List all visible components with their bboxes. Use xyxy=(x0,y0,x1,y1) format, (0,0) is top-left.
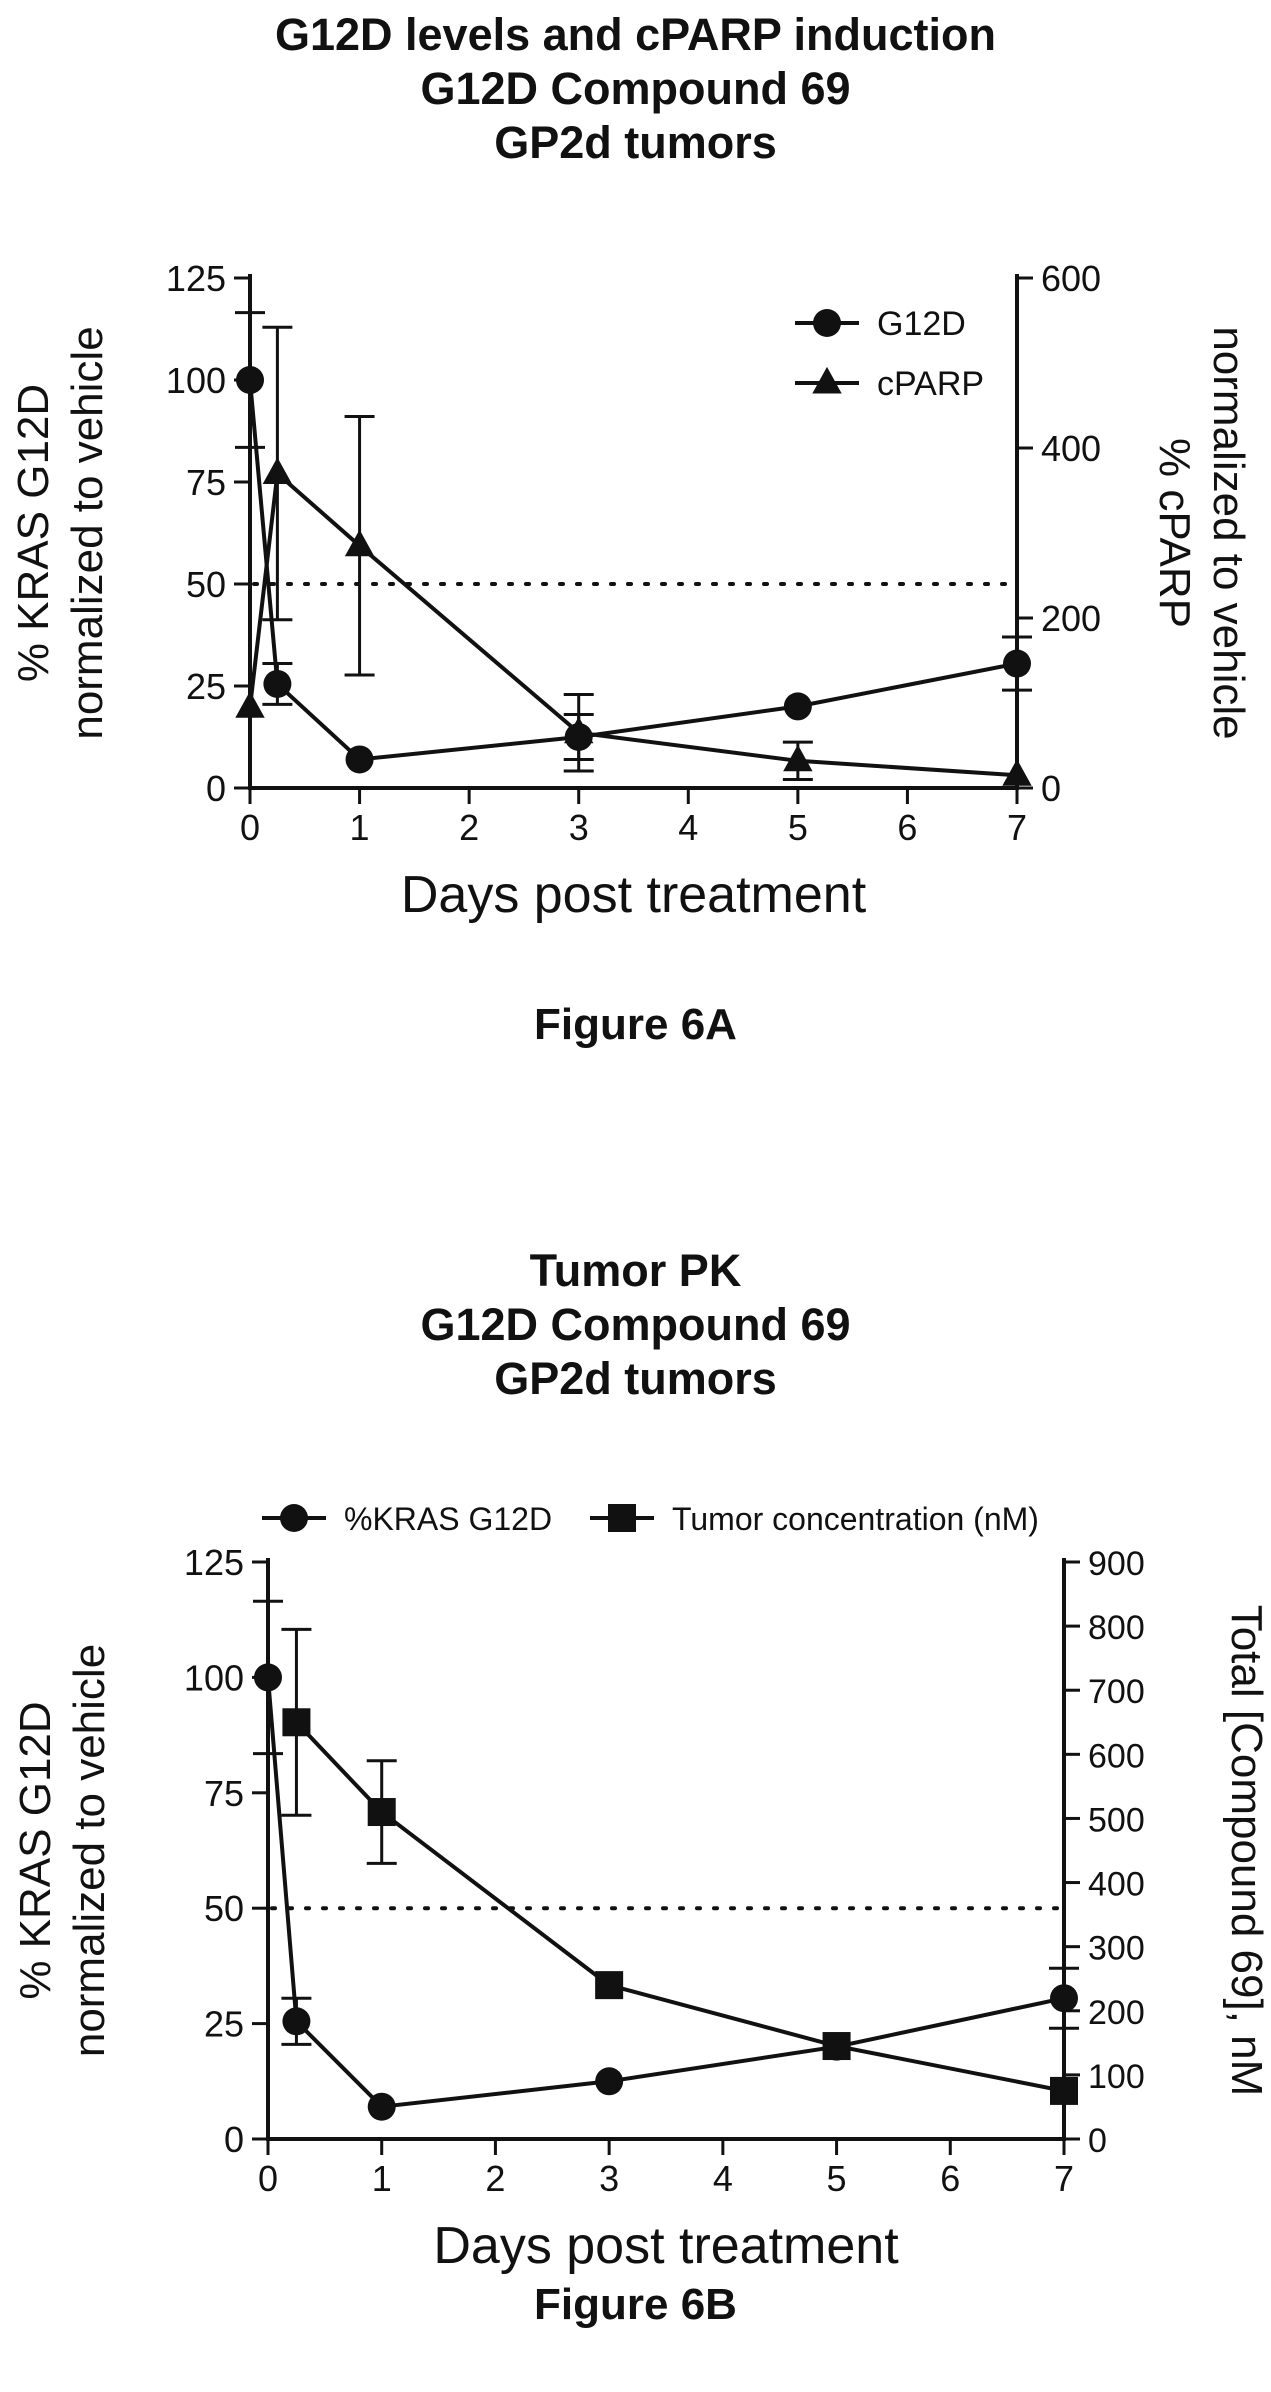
y-right-tick-label: 0 xyxy=(1088,2122,1107,2160)
y-right-tick-label: 200 xyxy=(1041,598,1101,639)
x-tick-label: 3 xyxy=(569,807,589,848)
x-tick-label: 1 xyxy=(372,2158,392,2199)
data-point-square xyxy=(1050,2076,1078,2105)
data-point-circle xyxy=(254,1663,282,1692)
y-right-tick-label: 600 xyxy=(1088,1737,1145,1775)
y-right-tick-label: 200 xyxy=(1088,1994,1145,2032)
y-right-tick-label: 800 xyxy=(1088,1609,1145,1647)
x-tick-label: 6 xyxy=(940,2158,960,2199)
series-line-1 xyxy=(248,469,1018,778)
figure-6b: Tumor PK G12D Compound 69 GP2d tumors 0 1… xyxy=(0,1240,1271,2392)
data-point-square xyxy=(595,1971,624,2000)
y-axis-right-label: normalized to vehicle xyxy=(1204,326,1253,739)
y-left-tick-label: 50 xyxy=(186,564,226,605)
data-point-triangle xyxy=(235,691,265,718)
y-left-tick-label: 100 xyxy=(166,360,226,401)
y-left-tick-label: 75 xyxy=(186,462,226,503)
chart-title-line-3: GP2d tumors xyxy=(494,117,777,168)
legend-marker-triangle xyxy=(812,366,842,394)
y-axis-left-label: % KRAS G12D xyxy=(9,384,58,682)
x-tick-label: 2 xyxy=(459,807,479,848)
y-right-tick-label: 300 xyxy=(1088,1930,1145,1968)
y-axis-left-label: normalized to vehicle xyxy=(65,1644,114,2057)
x-tick-label: 3 xyxy=(599,2158,619,2199)
y-axis-right-label: Total [Compound 69], nM xyxy=(1222,1605,1271,2097)
y-axis-right-label: % cPARP xyxy=(1150,438,1199,628)
chart-title-line-2: G12D Compound 69 xyxy=(420,1299,851,1350)
data-point-square xyxy=(367,1798,396,1827)
y-right-tick-label: 0 xyxy=(1041,768,1061,809)
x-tick-label: 7 xyxy=(1007,807,1027,848)
figure-caption: Figure 6A xyxy=(534,1000,737,1049)
data-point-circle xyxy=(263,669,292,698)
legend-marker-circle xyxy=(280,1504,308,1532)
y-right-tick-label: 400 xyxy=(1041,428,1101,469)
data-point-triangle xyxy=(1002,759,1032,786)
data-point-circle xyxy=(1003,649,1031,678)
x-tick-label: 0 xyxy=(240,807,260,848)
y-right-tick-label: 400 xyxy=(1088,1866,1145,1904)
y-right-tick-label: 500 xyxy=(1088,1801,1145,1839)
legend-marker-circle xyxy=(813,309,841,337)
figure-6a: G12D levels and cPARP induction G12D Com… xyxy=(0,0,1271,1120)
data-point-triangle xyxy=(783,744,813,772)
x-tick-label: 5 xyxy=(827,2158,847,2199)
y-left-tick-label: 125 xyxy=(184,1542,244,1583)
x-axis-label: Days post treatment xyxy=(433,2217,899,2275)
y-right-tick-label: 600 xyxy=(1041,258,1101,299)
chart-title-line-2: G12D Compound 69 xyxy=(420,63,851,114)
y-left-tick-label: 50 xyxy=(204,1888,244,1929)
x-axis-label: Days post treatment xyxy=(401,866,867,924)
series-line-0 xyxy=(266,1677,1065,2109)
y-right-tick-label: 100 xyxy=(1088,2058,1145,2096)
data-point-triangle xyxy=(262,457,293,484)
x-tick-label: 5 xyxy=(788,807,808,848)
figure-caption: Figure 6B xyxy=(534,2280,737,2329)
data-point-square xyxy=(282,1708,311,1737)
data-point-circle xyxy=(783,692,812,721)
legend-label: %KRAS G12D xyxy=(344,1501,552,1537)
y-left-tick-label: 0 xyxy=(224,2119,244,2160)
data-point-circle xyxy=(367,2092,396,2121)
chart-title-line-3: GP2d tumors xyxy=(494,1353,777,1404)
x-tick-label: 0 xyxy=(258,2158,278,2199)
legend-label: Tumor concentration (nM) xyxy=(672,1501,1039,1537)
y-left-tick-label: 100 xyxy=(184,1657,244,1698)
data-point-circle xyxy=(345,745,374,774)
x-tick-label: 1 xyxy=(350,807,370,848)
chart-title-line-1: Tumor PK xyxy=(529,1245,742,1296)
y-left-tick-label: 25 xyxy=(186,666,226,707)
y-axis-left-label: % KRAS G12D xyxy=(11,1701,60,1999)
y-right-tick-label: 900 xyxy=(1088,1545,1145,1583)
data-point-circle xyxy=(595,2067,624,2096)
chart-6b-plot: 0 1 2 3 4 5 6 702550751001250100200300400500600… xyxy=(11,1501,1271,2275)
x-tick-label: 4 xyxy=(713,2158,733,2199)
legend-label: cPARP xyxy=(877,365,984,403)
data-point-triangle xyxy=(344,529,375,557)
y-left-tick-label: 25 xyxy=(204,2004,244,2045)
x-tick-label: 4 xyxy=(678,807,698,848)
data-point-circle xyxy=(236,366,264,394)
x-tick-label: 7 xyxy=(1054,2158,1074,2199)
data-point-circle xyxy=(282,2007,311,2036)
legend-label: G12D xyxy=(877,305,966,343)
x-tick-label: 6 xyxy=(897,807,917,848)
data-point-triangle xyxy=(564,716,594,744)
series-line-0 xyxy=(248,379,1018,762)
data-point-square xyxy=(822,2032,851,2061)
chart-title-line-1: G12D levels and cPARP induction xyxy=(274,9,997,60)
legend-marker-square xyxy=(608,1504,636,1532)
y-left-tick-label: 125 xyxy=(166,258,226,299)
y-axis-left-label: normalized to vehicle xyxy=(63,326,112,739)
x-tick-label: 2 xyxy=(485,2158,505,2199)
y-right-tick-label: 700 xyxy=(1088,1673,1145,1711)
data-point-circle xyxy=(1050,1984,1078,2013)
y-left-tick-label: 75 xyxy=(204,1773,244,1814)
y-left-tick-label: 0 xyxy=(206,768,226,809)
